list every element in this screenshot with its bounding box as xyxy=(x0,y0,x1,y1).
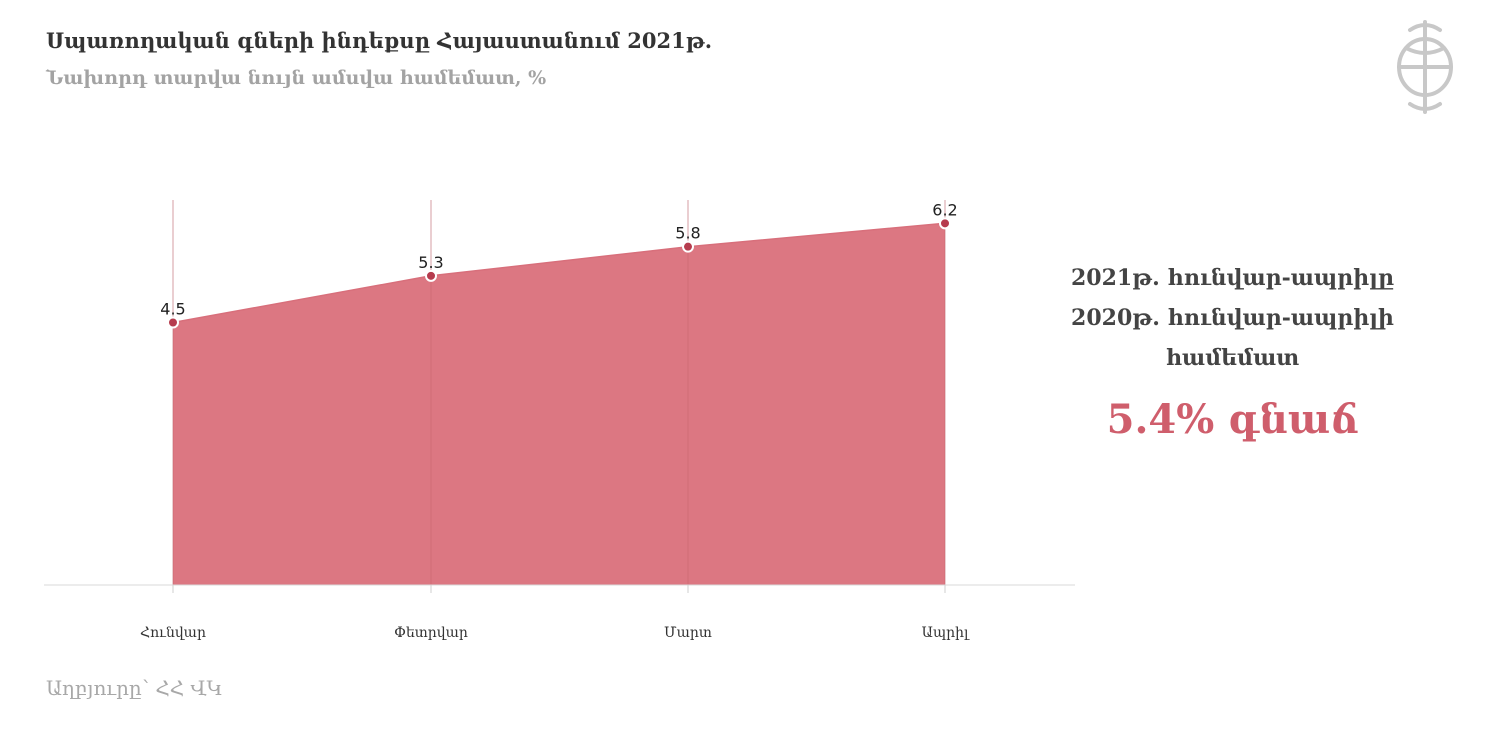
summary-highlight: 5.4% գնաճ xyxy=(1106,396,1359,443)
data-label: 5.8 xyxy=(675,224,700,243)
series-line xyxy=(172,222,946,324)
x-tick-label: Հունվար xyxy=(140,625,206,641)
x-tick-label: Մարտ xyxy=(664,625,712,641)
data-point xyxy=(939,217,951,230)
summary-line-1: 2021թ. հունվար-ապրիլը xyxy=(1070,265,1395,291)
data-label: 5.3 xyxy=(418,253,443,272)
summary-line-3: համեմատ xyxy=(1165,345,1300,371)
summary-note: 2021թ. հունվար-ապրիլը 2020թ. հունվար-ապր… xyxy=(1060,258,1405,444)
area-chart: Հունվար Փետրվար Մարտ Ապրիլ 4.5 5.3 5.8 6.2 xyxy=(44,200,1075,641)
data-label: 6.2 xyxy=(932,200,957,219)
summary-line-2: 2020թ. հունվար-ապրիլի xyxy=(1071,305,1394,331)
x-tick-label: Փետրվար xyxy=(394,625,468,641)
data-point xyxy=(425,269,437,282)
x-tick-label: Ապրիլ xyxy=(922,625,970,641)
data-point xyxy=(167,316,179,329)
data-point xyxy=(682,240,694,253)
emblem-icon xyxy=(1397,20,1453,114)
area-series xyxy=(173,223,945,586)
chart-title: Սպառողական գների ինդեքսը Հայաստանում 202… xyxy=(46,28,713,53)
source-note: Աղբյուրը՝ ՀՀ ՎԿ xyxy=(46,676,223,700)
chart-subtitle: Նախորդ տարվա նույն ամսվա համեմատ, % xyxy=(46,67,547,89)
data-label: 4.5 xyxy=(160,300,185,319)
